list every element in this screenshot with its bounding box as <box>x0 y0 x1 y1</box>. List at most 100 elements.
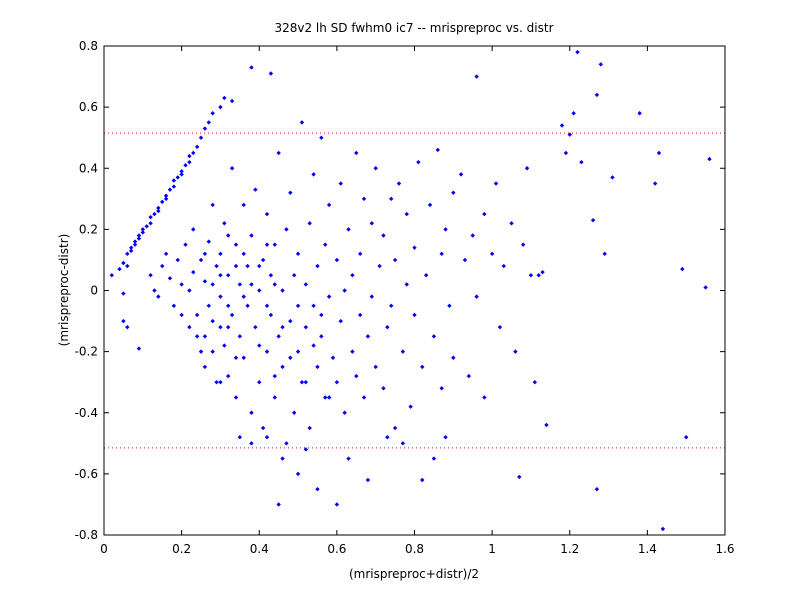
data-point <box>268 273 274 278</box>
data-point <box>179 172 184 177</box>
data-point <box>532 379 538 385</box>
data-point <box>517 474 522 480</box>
data-point <box>443 227 448 232</box>
data-point <box>594 92 600 98</box>
data-point <box>163 251 169 257</box>
data-point <box>210 318 215 324</box>
data-point <box>361 196 367 202</box>
data-point <box>253 187 258 192</box>
data-point <box>303 379 309 385</box>
plot-area <box>104 46 725 535</box>
data-point <box>156 205 161 211</box>
data-point <box>462 257 468 263</box>
data-point <box>451 190 456 195</box>
data-point <box>140 227 146 232</box>
data-point <box>121 260 126 266</box>
data-point <box>198 135 204 140</box>
data-point <box>311 303 316 308</box>
data-point <box>447 303 452 308</box>
data-point <box>404 211 409 217</box>
data-point <box>412 245 417 250</box>
data-point <box>202 364 208 370</box>
data-point <box>257 263 262 269</box>
data-point <box>229 98 235 104</box>
data-point <box>276 334 281 339</box>
data-point <box>233 395 239 400</box>
data-point <box>198 349 204 354</box>
data-point <box>226 233 231 238</box>
data-point <box>416 159 421 165</box>
data-point <box>163 196 169 202</box>
data-point <box>369 221 375 226</box>
data-point <box>326 395 332 400</box>
data-point <box>264 211 270 217</box>
data-point <box>610 175 615 180</box>
data-point <box>365 477 371 483</box>
data-point <box>132 242 138 247</box>
data-point <box>513 349 518 354</box>
data-point <box>544 422 549 428</box>
data-point <box>276 502 281 507</box>
data-point <box>288 190 293 195</box>
data-point <box>443 435 448 440</box>
data-point <box>439 386 444 391</box>
data-point <box>156 294 161 299</box>
data-point <box>482 211 487 217</box>
data-point <box>117 266 122 272</box>
data-point <box>222 95 227 101</box>
data-point <box>125 324 130 330</box>
data-point <box>431 456 437 461</box>
data-point <box>144 224 149 229</box>
data-point <box>326 202 332 208</box>
data-point <box>191 269 196 275</box>
data-point <box>187 324 192 330</box>
data-point <box>257 379 262 385</box>
data-point <box>245 303 250 308</box>
data-point <box>291 410 297 415</box>
data-point <box>229 312 235 318</box>
y-tick-label: -0.4 <box>75 406 98 420</box>
data-point <box>163 193 169 198</box>
data-point <box>218 104 223 110</box>
data-point <box>396 181 402 186</box>
data-point <box>264 349 270 354</box>
data-point <box>404 282 409 287</box>
data-point <box>361 395 367 400</box>
data-point <box>528 273 534 278</box>
data-point <box>389 196 394 202</box>
data-point <box>257 288 262 293</box>
x-tick-label: 1.4 <box>638 542 657 556</box>
data-point <box>272 282 277 287</box>
data-point <box>191 227 196 232</box>
data-point <box>171 184 177 189</box>
data-point <box>567 132 572 137</box>
data-point <box>125 263 130 269</box>
data-point <box>280 324 285 330</box>
data-point <box>226 324 231 330</box>
data-point <box>222 221 227 226</box>
data-point <box>323 242 328 247</box>
data-point <box>602 251 607 257</box>
data-point <box>206 303 211 308</box>
data-point <box>167 276 173 281</box>
data-point <box>412 312 417 318</box>
data-point <box>175 257 180 263</box>
data-point <box>125 251 130 257</box>
data-point <box>288 318 293 324</box>
data-point <box>121 291 126 296</box>
data-point <box>280 364 285 370</box>
data-point <box>233 263 239 269</box>
data-point <box>594 486 600 492</box>
data-point <box>295 471 301 477</box>
data-point <box>571 111 576 116</box>
data-point <box>264 435 270 440</box>
data-point <box>590 218 596 223</box>
data-point <box>381 233 386 238</box>
x-axis-ticks: 0 0.2 0.4 0.6 0.8 1 1.2 1.4 1.6 <box>100 46 735 556</box>
data-point <box>272 373 277 379</box>
data-point <box>268 312 274 318</box>
data-point <box>291 273 297 278</box>
data-point <box>377 263 382 269</box>
